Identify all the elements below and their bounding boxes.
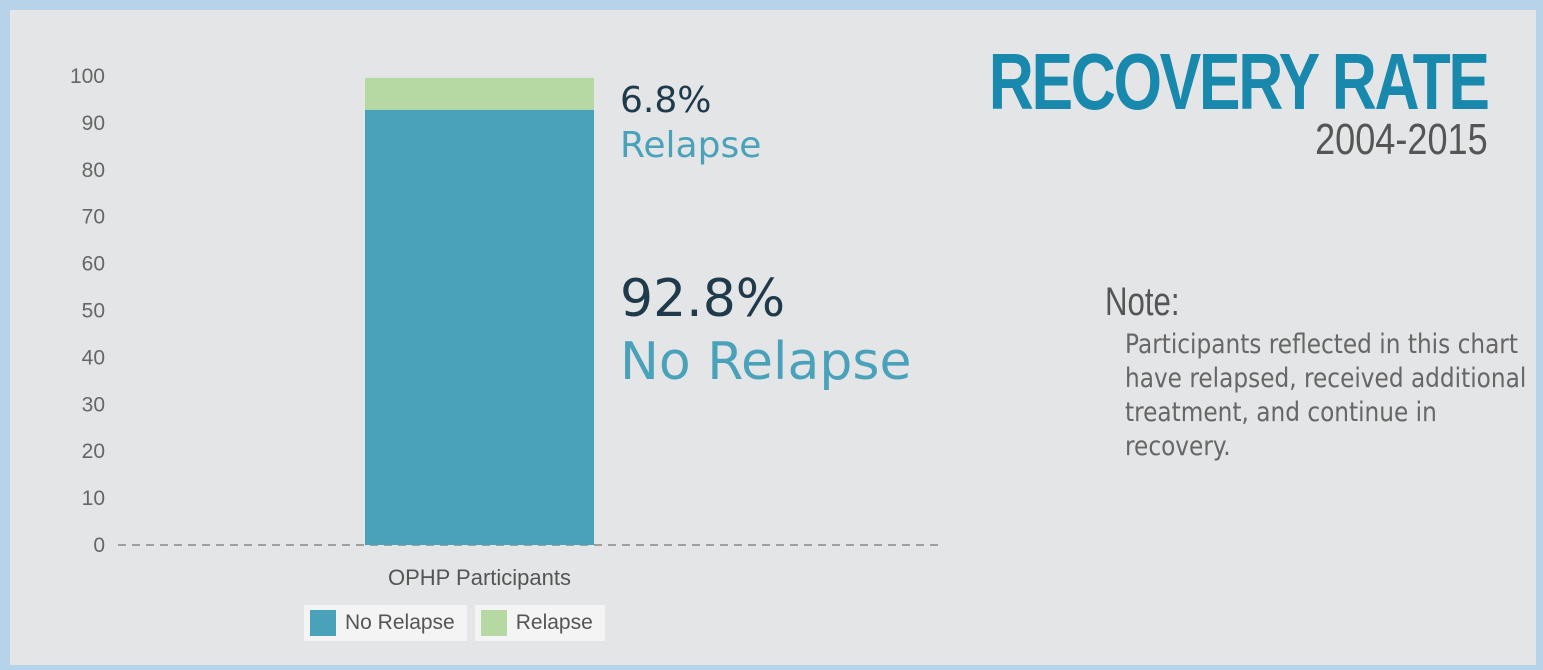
chart-panel: 0 10 20 30 40 50 60 70 80 90 100 OPHP Participants… (10, 10, 1536, 665)
y-tick-label: 30 (82, 393, 105, 416)
y-tick-label: 100 (70, 65, 105, 88)
title-block: RECOVERY RATE 2004-2015 (848, 37, 1490, 164)
y-tick-label: 70 (82, 206, 105, 229)
bar-segment-relapse (365, 77, 594, 110)
y-tick-label: 10 (82, 487, 105, 510)
legend-swatch-relapse (480, 610, 507, 636)
x-category-label: OPHP Participants (388, 565, 571, 590)
chart-plot: 0 10 20 30 40 50 60 70 80 90 100 OPHP Participants… (70, 65, 940, 590)
legend-swatch-no-relapse (310, 610, 336, 636)
note-text: Participants reflected in this chart hav… (1125, 329, 1527, 462)
y-tick-label: 90 (82, 112, 105, 135)
y-tick-label: 60 (82, 253, 105, 276)
y-tick-label: 20 (82, 440, 105, 463)
relapse-percent-label: 6.8% (620, 80, 711, 121)
legend-label-relapse: Relapse (515, 611, 593, 634)
chart-subtitle: 2004-2015 (1315, 115, 1488, 164)
y-tick-label: 50 (82, 300, 105, 323)
x-axis-categories: OPHP Participants (388, 565, 571, 590)
bar-segment-no-relapse (365, 109, 594, 545)
y-tick-label: 40 (82, 346, 105, 369)
y-axis-ticks: 0 10 20 30 40 50 60 70 80 90 100 (70, 65, 105, 557)
bars (365, 77, 594, 545)
no-relapse-series-label: No Relapse (620, 332, 911, 392)
legend-item-relapse: Relapse (474, 605, 605, 641)
legend-item-no-relapse: No Relapse (304, 605, 467, 641)
note-block: Note: Participants reflected in this cha… (1105, 280, 1526, 464)
y-tick-label: 0 (93, 534, 105, 557)
chart-legend: No Relapse Relapse (304, 605, 605, 641)
no-relapse-percent-label: 92.8% (620, 269, 785, 329)
relapse-series-label: Relapse (620, 125, 761, 166)
note-heading: Note: (1105, 280, 1180, 324)
y-tick-label: 80 (82, 159, 105, 182)
legend-label-no-relapse: No Relapse (345, 611, 455, 634)
chart-title: RECOVERY RATE (989, 37, 1490, 126)
